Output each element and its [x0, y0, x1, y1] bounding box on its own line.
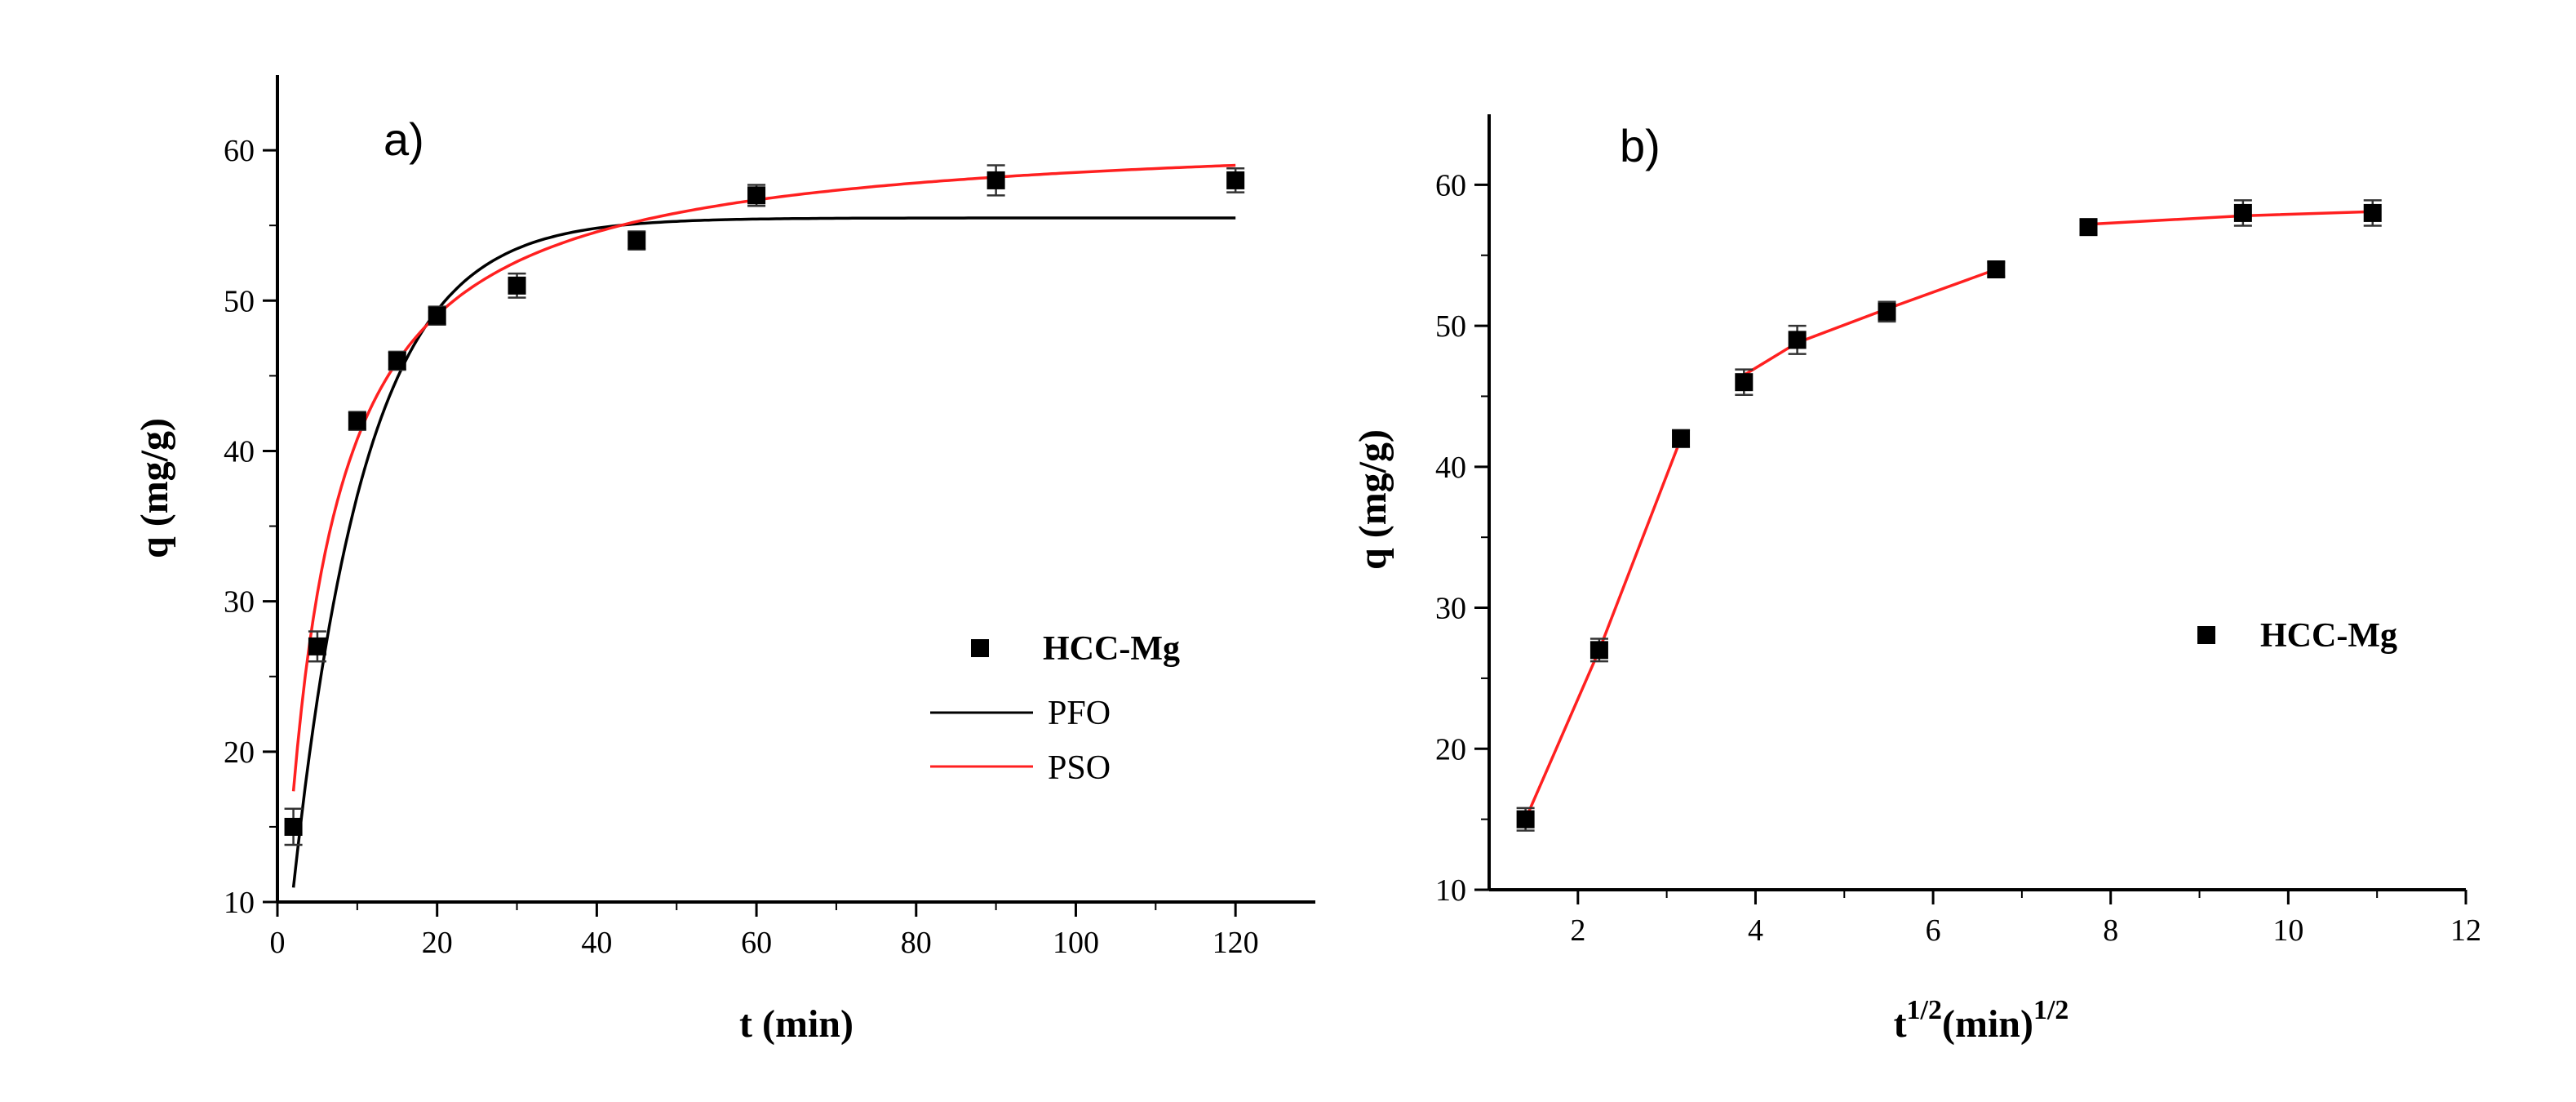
a-data-point: [388, 350, 406, 371]
b-fit-segment-1: [1523, 438, 1683, 820]
b-y-tick-label: 20: [1435, 732, 1466, 767]
b-y-tick-label: 10: [1435, 873, 1466, 908]
b-data-point: [1735, 368, 1754, 396]
b-x-tick-label: 2: [1570, 913, 1585, 948]
b-marker-hcc-mg: [1735, 373, 1754, 392]
legend-a-marker-hcc-mg: [971, 639, 989, 657]
b-data-point: [1672, 429, 1691, 448]
a-y-tick-label: 60: [224, 134, 255, 168]
b-y-tick-label: 40: [1435, 451, 1466, 485]
panel-a-label: a): [384, 113, 424, 165]
a-marker-hcc-mg: [284, 817, 303, 836]
a-y-tick-label: 20: [224, 735, 255, 770]
a-data-point: [308, 630, 326, 663]
a-marker-hcc-mg: [308, 637, 326, 655]
a-y-tick-label: 40: [224, 434, 255, 469]
a-marker-hcc-mg: [627, 231, 646, 250]
b-marker-hcc-mg: [1987, 260, 2006, 278]
legend-a-label-hcc-mg: HCC-Mg: [1043, 630, 1180, 668]
b-data-point: [1878, 300, 1896, 323]
legend-a: HCC-Mg PFO PSO: [930, 630, 1180, 787]
b-data-point: [1788, 324, 1807, 355]
a-x-axis-label: t (min): [739, 1002, 853, 1046]
a-data-point: [627, 230, 646, 251]
a-y-tick-label: 30: [224, 585, 255, 620]
a-x-tick-label: 120: [1213, 926, 1259, 960]
a-x-tick-label: 20: [422, 926, 453, 960]
a-data-point: [508, 272, 526, 299]
b-x-tick-label: 8: [2103, 913, 2118, 948]
b-y-tick-label: 30: [1435, 592, 1466, 626]
a-x-tick-label: 100: [1053, 926, 1099, 960]
b-data-point: [1987, 260, 2006, 278]
a-y-axis-label: q (mg/g): [133, 418, 176, 558]
b-data-point: [1589, 638, 1608, 663]
b-y-tick-label: 60: [1435, 168, 1466, 202]
a-x-tick-label: 80: [901, 926, 932, 960]
b-fit-segment-3: [2088, 210, 2373, 226]
a-data-point: [284, 807, 303, 846]
b-marker-hcc-mg: [1878, 302, 1896, 321]
b-data-point: [2363, 199, 2382, 227]
a-data-point: [1226, 167, 1245, 193]
b-x-tick-label: 4: [1748, 913, 1763, 948]
a-x-tick-label: 40: [581, 926, 612, 960]
b-y-axis-label: q (mg/g): [1351, 429, 1394, 570]
a-marker-hcc-mg: [388, 351, 406, 370]
b-marker-hcc-mg: [2363, 203, 2382, 222]
legend-a-label-pso: PSO: [1048, 749, 1111, 787]
b-x-axis-label-sup1: 1/2: [1907, 995, 1942, 1025]
a-marker-hcc-mg: [1226, 171, 1245, 189]
a-x-tick-label: 0: [270, 926, 286, 960]
a-marker-hcc-mg: [508, 276, 526, 295]
a-marker-hcc-mg: [747, 186, 766, 205]
b-x-tick-label: 10: [2272, 913, 2303, 948]
a-data-point: [747, 184, 766, 207]
a-line-pfo: [291, 216, 1236, 888]
b-data-point: [1516, 807, 1535, 832]
a-data-point: [987, 164, 1005, 197]
b-x-axis-label: t1/2(min)1/2: [1894, 995, 2069, 1046]
legend-a-label-pfo: PFO: [1048, 695, 1111, 732]
a-marker-hcc-mg: [348, 411, 366, 430]
legend-b-label-hcc-mg: HCC-Mg: [2260, 617, 2397, 655]
b-marker-hcc-mg: [1788, 331, 1807, 349]
b-fit-segment-2: [1743, 268, 1997, 376]
b-marker-hcc-mg: [1516, 810, 1535, 829]
b-x-axis-label-sup2: 1/2: [2033, 995, 2068, 1025]
b-marker-hcc-mg: [2233, 203, 2252, 222]
a-x-tick-label: 60: [741, 926, 772, 960]
a-marker-hcc-mg: [428, 306, 446, 325]
a-marker-hcc-mg: [987, 171, 1005, 189]
b-y-tick-label: 50: [1435, 309, 1466, 344]
b-x-axis-label-mid: (min): [1942, 1002, 2033, 1046]
b-marker-hcc-mg: [2079, 218, 2098, 237]
b-marker-hcc-mg: [1589, 641, 1608, 660]
a-data-point: [428, 305, 446, 326]
legend-b-marker-hcc-mg: [2197, 626, 2215, 644]
b-x-tick-label: 12: [2450, 913, 2481, 948]
b-marker-hcc-mg: [1672, 429, 1691, 448]
legend-b: HCC-Mg: [2197, 617, 2397, 655]
b-data-point: [2233, 199, 2252, 227]
a-y-tick-label: 10: [224, 886, 255, 920]
a-y-tick-label: 50: [224, 284, 255, 318]
a-data-point: [348, 411, 366, 431]
b-x-axis-label-base: t: [1894, 1002, 1907, 1046]
b-data-point: [2079, 218, 2098, 237]
panel-b-label: b): [1620, 120, 1660, 171]
b-x-tick-label: 6: [1926, 913, 1941, 948]
